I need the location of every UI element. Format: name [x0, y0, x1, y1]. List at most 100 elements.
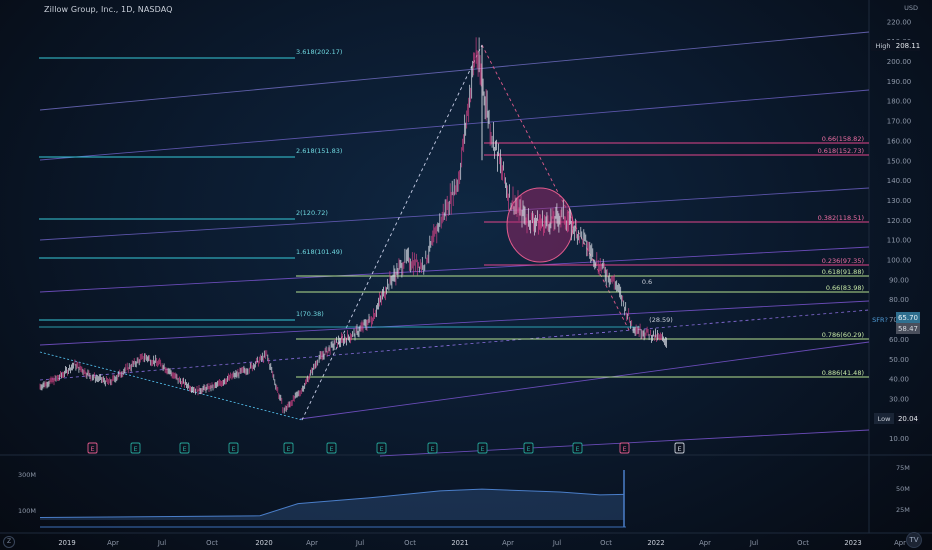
channel-line	[299, 341, 870, 420]
annotation-low: (28.59)	[649, 316, 673, 324]
time-tick: 2022	[647, 539, 664, 547]
high-label-bg	[871, 40, 895, 51]
time-tick: 2021	[451, 539, 468, 547]
ticker-tag: SFR?	[872, 316, 888, 324]
price-tick: 120.00	[887, 217, 912, 225]
earnings-marker	[179, 442, 190, 454]
price-tick: 180.00	[887, 98, 912, 106]
high-label: High	[876, 42, 891, 50]
time-tick: Oct	[404, 539, 416, 547]
price-tick: 50.00	[889, 356, 909, 364]
volume-tick-right: 75M	[896, 464, 910, 472]
earnings-marker	[283, 442, 294, 454]
earnings-marker-label: E	[677, 445, 681, 453]
time-tick: Apr	[107, 539, 119, 547]
fib-extension-label: 2.618(151.83)	[296, 147, 342, 155]
high-value: 208.11	[896, 42, 921, 50]
price-tick: 80.00	[889, 296, 909, 304]
time-tick: Oct	[797, 539, 809, 547]
fib-retracement-label: 0.236(97.35)	[822, 257, 864, 265]
price-tick: 200.00	[887, 58, 912, 66]
price-tick: 60.00	[889, 336, 909, 344]
fib-extension-label: 1(70.38)	[296, 310, 324, 318]
channel-line	[39, 300, 870, 346]
time-tick: Jul	[749, 539, 758, 547]
volume-tick-right: 50M	[896, 485, 910, 493]
fib-retracement-label: 0.886(41.48)	[822, 369, 864, 377]
fib-retracement-label: 0.618(152.73)	[818, 147, 864, 155]
volume-area	[40, 489, 624, 520]
earnings-marker	[326, 442, 337, 454]
close-badge	[896, 323, 920, 334]
currency-label: USD	[904, 4, 918, 12]
earnings-marker	[427, 442, 438, 454]
price-tick: 160.00	[887, 137, 912, 145]
price-candles	[39, 37, 667, 414]
earnings-marker-label: E	[286, 445, 290, 453]
fib-retracement-label: 0.66(158.82)	[822, 135, 864, 143]
time-tick: Apr	[502, 539, 514, 547]
earnings-marker	[376, 442, 387, 454]
last-price-badge	[896, 312, 920, 323]
volume-tick-left: 300M	[18, 471, 36, 479]
fib-retracement-label: 0.66(83.98)	[826, 284, 864, 292]
time-tick: Jul	[157, 539, 166, 547]
fib-leg-a	[39, 351, 303, 421]
fib-leg-b	[301, 44, 483, 421]
fib-extension-label: 3.618(202.17)	[296, 48, 342, 56]
earnings-marker-label: E	[329, 445, 333, 453]
price-tick: 190.00	[887, 78, 912, 86]
close-value: 58.47	[898, 325, 918, 333]
last-price-value: 65.70	[898, 314, 918, 322]
price-tick: 40.00	[889, 376, 909, 384]
annotation-level: 0.6	[642, 278, 652, 286]
fib-retracement-label: 0.382(118.51)	[818, 214, 864, 222]
volume-tick-left: 100M	[18, 507, 36, 515]
symbol-title: Zillow Group, Inc., 1D, NASDAQ	[44, 5, 173, 14]
earnings-marker-label: E	[90, 445, 94, 453]
price-tick: 220.00	[887, 18, 912, 26]
earnings-marker-label: E	[182, 445, 186, 453]
low-value: 20.04	[898, 415, 919, 423]
price-tick: 170.00	[887, 118, 912, 126]
channel-line	[39, 89, 870, 161]
earnings-marker-label: E	[480, 445, 484, 453]
time-tick: Jul	[552, 539, 561, 547]
fib-retracement-label: 0.618(91.88)	[822, 268, 864, 276]
price-tick: 90.00	[889, 276, 909, 284]
low-label: Low	[878, 415, 891, 423]
earnings-marker-label: E	[575, 445, 579, 453]
earnings-marker-label: E	[133, 445, 137, 453]
earnings-marker	[87, 442, 98, 454]
fib-extension-label: 1.618(101.49)	[296, 248, 342, 256]
median-dashed-line	[39, 309, 870, 381]
fib-retracement-label: 0.786(60.29)	[822, 331, 864, 339]
earnings-marker	[619, 442, 630, 454]
time-tick: 2020	[255, 539, 272, 547]
zoom-button[interactable]: Z	[3, 536, 15, 548]
earnings-marker	[228, 442, 239, 454]
fib-extension-label: 2(120.72)	[296, 209, 328, 217]
time-tick: Apr	[306, 539, 318, 547]
tradingview-logo[interactable]: TV	[906, 532, 922, 548]
earnings-marker-label: E	[430, 445, 434, 453]
earnings-marker	[523, 442, 534, 454]
price-tick: 100.00	[887, 257, 912, 265]
time-tick: Oct	[600, 539, 612, 547]
channel-line	[39, 187, 870, 241]
price-tick: 150.00	[887, 157, 912, 165]
channel-line	[39, 31, 870, 111]
high-badge	[896, 40, 920, 51]
earnings-marker	[477, 442, 488, 454]
volume-tick-right: 25M	[896, 506, 910, 514]
earnings-marker-label: E	[379, 445, 383, 453]
price-tick: 110.00	[887, 237, 912, 245]
earnings-marker-label: E	[526, 445, 530, 453]
earnings-marker-label: E	[622, 445, 626, 453]
low-label-bg	[874, 413, 894, 424]
time-tick: Apr	[699, 539, 711, 547]
earnings-marker	[130, 442, 141, 454]
price-tick: 10.00	[889, 435, 909, 443]
